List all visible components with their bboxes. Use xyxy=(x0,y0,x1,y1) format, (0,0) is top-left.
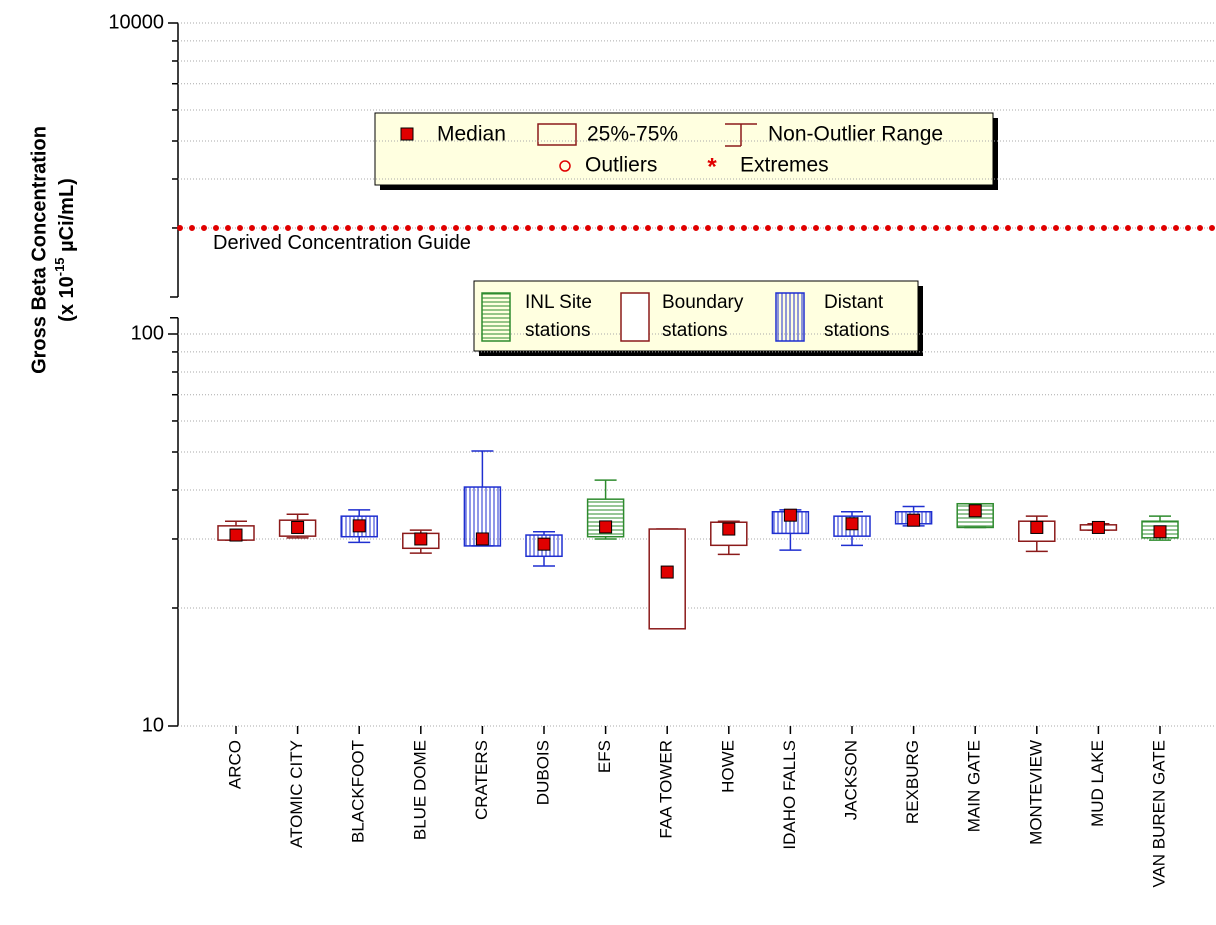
x-tick-label: ATOMIC CITY xyxy=(287,740,306,848)
median xyxy=(845,517,859,531)
x-tick-label: BLACKFOOT xyxy=(349,740,368,843)
x-tick-label: IDAHO FALLS xyxy=(780,740,799,850)
x-tick-label: MONTEVIEW xyxy=(1026,740,1045,845)
legend-group-label: Distant stations xyxy=(824,292,890,341)
legend-whisker-symbol xyxy=(725,123,757,147)
median xyxy=(1030,520,1044,534)
y-label-exponent: -15 xyxy=(52,257,67,276)
median xyxy=(414,532,428,546)
median xyxy=(722,522,736,536)
legend-group-symbol xyxy=(481,292,511,342)
legend-label: Non-Outlier Range xyxy=(768,123,943,146)
median xyxy=(475,532,489,546)
x-tick-label: VAN BUREN GATE xyxy=(1149,740,1168,888)
legend-label: Median xyxy=(437,123,506,146)
x-tick-label: MAIN GATE xyxy=(965,740,984,832)
median xyxy=(229,528,243,542)
median xyxy=(352,519,366,533)
reference-label: Derived Concentration Guide xyxy=(213,232,471,254)
legend-label: Outliers xyxy=(585,154,657,177)
x-tick-label: HOWE xyxy=(718,740,737,793)
y-axis-label: (x 10-15 µCi/mL) xyxy=(52,178,78,322)
legend-label: Extremes xyxy=(740,154,829,177)
legend xyxy=(473,280,919,352)
legend-group-label: Boundary stations xyxy=(662,292,744,341)
x-tick-label: DUBOIS xyxy=(533,740,552,805)
median xyxy=(599,520,613,534)
legend-extreme-symbol: * xyxy=(707,153,717,180)
y-label-part: µCi/mL) xyxy=(56,178,78,257)
x-tick-label: MUD LAKE xyxy=(1088,740,1107,827)
x-tick-label: BLUE DOME xyxy=(410,740,429,840)
legend-outlier-symbol xyxy=(559,160,571,172)
legend xyxy=(374,112,994,186)
y-tick-label: 10000 xyxy=(108,11,164,33)
median xyxy=(660,565,674,579)
median xyxy=(537,537,551,551)
median xyxy=(907,513,921,527)
y-tick-label: 10 xyxy=(142,714,164,736)
legend-group-symbol xyxy=(620,292,650,342)
x-tick-label: REXBURG xyxy=(903,740,922,824)
legend-median-symbol xyxy=(400,127,414,141)
median xyxy=(783,508,797,522)
x-tick-label: JACKSON xyxy=(841,740,860,820)
x-tick-label: EFS xyxy=(595,740,614,773)
x-tick-label: FAA TOWER xyxy=(657,740,676,839)
legend-label: 25%-75% xyxy=(587,123,678,146)
y-axis-label: Gross Beta Concentration xyxy=(28,126,50,374)
box xyxy=(648,528,686,630)
y-label-part: (x 10 xyxy=(56,276,78,322)
x-tick-label: ARCO xyxy=(225,740,244,789)
x-tick-label: CRATERS xyxy=(472,740,491,820)
legend-group-symbol xyxy=(775,292,805,342)
median xyxy=(968,504,982,518)
legend-box-symbol xyxy=(537,123,577,146)
median xyxy=(1091,520,1105,534)
median xyxy=(1153,525,1167,539)
y-tick-label: 100 xyxy=(131,322,164,344)
median xyxy=(291,520,305,534)
legend-group-label: INL Site stations xyxy=(525,292,592,341)
